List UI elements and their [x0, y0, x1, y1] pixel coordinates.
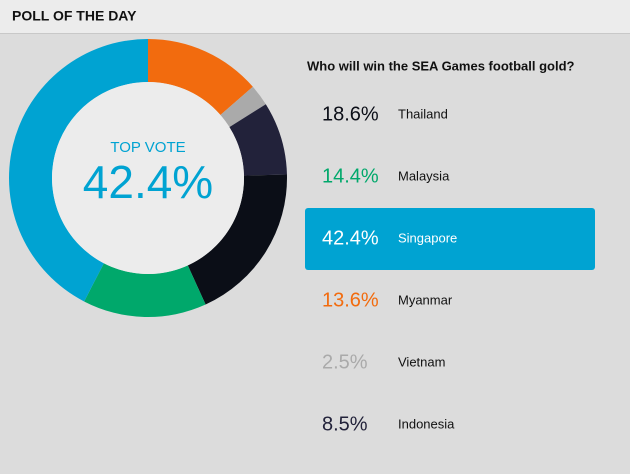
- vote-percent: 42.4%: [322, 227, 379, 249]
- donut-hole: [52, 82, 244, 274]
- team-name: Thailand: [398, 106, 448, 121]
- team-name: Singapore: [398, 230, 457, 245]
- header-title: POLL OF THE DAY: [12, 8, 137, 24]
- vote-percent: 18.6%: [322, 103, 379, 125]
- header-bar: [0, 0, 630, 33]
- vote-percent: 8.5%: [322, 413, 368, 435]
- vote-percent: 13.6%: [322, 289, 379, 311]
- center-label: TOP VOTE: [110, 139, 185, 156]
- result-list: 18.6% Thailand 14.4% Malaysia 42.4% Singapore…: [305, 103, 595, 435]
- vote-percent: 14.4%: [322, 165, 379, 187]
- team-name: Vietnam: [398, 354, 445, 369]
- donut-slice: [229, 104, 287, 176]
- center-value: 42.4%: [83, 156, 213, 208]
- poll-question: Who will win the SEA Games football gold…: [307, 58, 575, 73]
- vote-percent: 2.5%: [322, 351, 368, 373]
- team-name: Malaysia: [398, 168, 450, 183]
- donut-slice: [187, 174, 288, 305]
- donut-slice: [9, 39, 148, 302]
- team-name: Myanmar: [398, 292, 453, 307]
- donut-slice: [148, 39, 253, 115]
- donut-slice: [84, 263, 206, 317]
- donut-slice: [220, 86, 266, 128]
- highlight-row: [305, 208, 595, 270]
- team-name: Indonesia: [398, 416, 455, 431]
